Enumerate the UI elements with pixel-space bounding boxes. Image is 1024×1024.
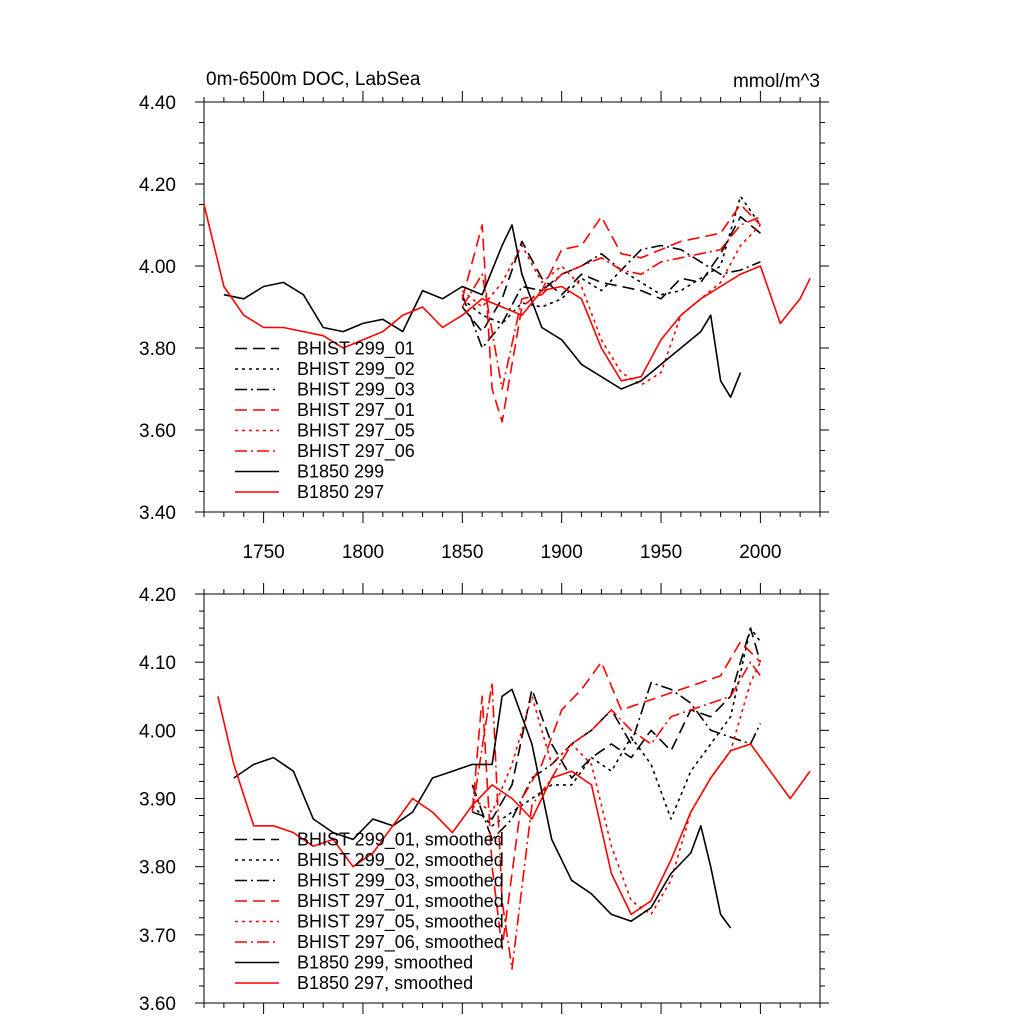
series-line-6 xyxy=(461,216,761,390)
y-tick-label: 4.00 xyxy=(139,721,176,742)
series-line-6 xyxy=(471,661,762,970)
y-tick-label: 4.20 xyxy=(139,175,176,196)
series-line-2 xyxy=(471,627,762,827)
legend-label: BHIST 299_03, smoothed xyxy=(297,871,504,892)
x-tick-label: 2000 xyxy=(739,542,781,563)
legend-label: BHIST 297_05 xyxy=(297,421,415,442)
series-line-8 xyxy=(217,696,811,916)
y-tick-label: 3.90 xyxy=(139,790,176,811)
series-line-8 xyxy=(203,204,811,382)
legend-label: BHIST 299_01, smoothed xyxy=(297,830,504,851)
y-tick-label: 3.60 xyxy=(139,994,176,1015)
legend-label: B1850 299 xyxy=(297,462,384,482)
x-tick-label: 1800 xyxy=(342,542,384,563)
legend-label: BHIST 299_03 xyxy=(297,380,415,401)
chart-title: 0m-6500m DOC, LabSea xyxy=(206,69,421,90)
y-tick-label: 4.10 xyxy=(139,653,176,674)
y-tick-label: 3.70 xyxy=(139,926,176,947)
x-tick-label: 1850 xyxy=(441,542,483,563)
top-panel: 3.40 3.60 3.80 4.00 4.20 4.40 1750 1800 1850 1900… xyxy=(139,69,829,563)
x-tick-label: 1750 xyxy=(242,542,284,563)
legend-label: BHIST 299_02, smoothed xyxy=(297,850,504,871)
x-tick-label: 1950 xyxy=(640,542,682,563)
series-line-1 xyxy=(461,216,761,333)
series-line-3 xyxy=(471,681,762,841)
series-line-4 xyxy=(461,203,761,423)
y-tick-label: 3.80 xyxy=(139,858,176,879)
legend-label: BHIST 297_01 xyxy=(297,400,415,421)
series-line-5 xyxy=(471,661,762,916)
y-tick-label: 4.40 xyxy=(139,93,176,114)
legend-label: B1850 299, smoothed xyxy=(297,953,473,973)
legend-label: B1850 297 xyxy=(297,482,384,502)
y-tick-label: 3.60 xyxy=(139,421,176,442)
y-tick-label: 3.40 xyxy=(139,503,176,524)
legend-label: B1850 297, smoothed xyxy=(297,973,473,993)
units-label: mmol/m^3 xyxy=(733,71,820,92)
series-line-2 xyxy=(461,195,762,325)
series-line-7 xyxy=(223,224,742,399)
y-tick-label: 3.80 xyxy=(139,339,176,360)
series-line-7 xyxy=(233,688,732,929)
legend-label: BHIST 299_02 xyxy=(297,359,415,380)
legend-label: BHIST 299_01 xyxy=(297,339,415,360)
legend-label: BHIST 297_06 xyxy=(297,441,415,462)
bottom-panel: 3.60 3.70 3.80 3.90 4.00 4.10 4.20 BHIST 299_01… xyxy=(139,583,829,1015)
y-tick-label: 4.00 xyxy=(139,257,176,278)
x-tick-label: 1900 xyxy=(541,542,583,563)
legend-label: BHIST 297_06, smoothed xyxy=(297,932,504,953)
series-line-5 xyxy=(461,224,761,386)
y-tick-label: 4.20 xyxy=(139,585,176,606)
series-line-1 xyxy=(472,627,762,820)
legend-label: BHIST 297_05, smoothed xyxy=(297,912,504,933)
series-line-4 xyxy=(471,640,761,950)
legend-label: BHIST 297_01, smoothed xyxy=(297,891,504,912)
